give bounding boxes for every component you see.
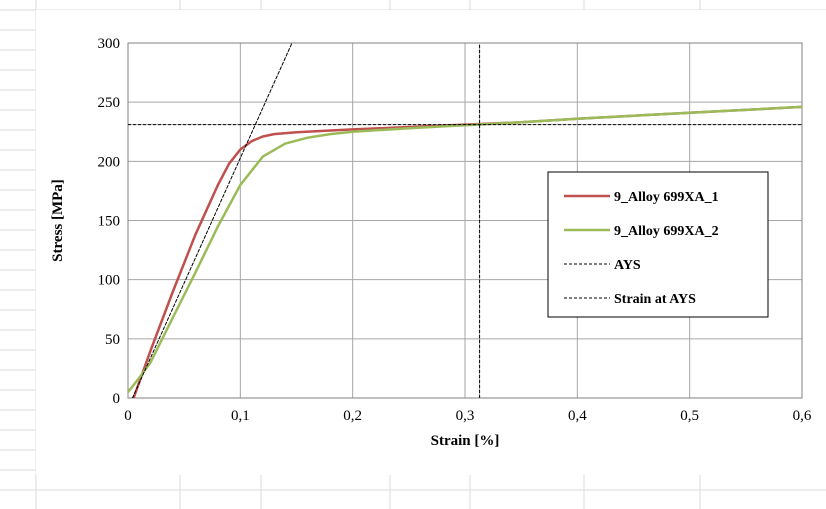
x-tick-label: 0,4 bbox=[568, 408, 587, 424]
x-axis-title: Strain [%] bbox=[431, 433, 500, 449]
x-tick-label: 0,3 bbox=[456, 408, 475, 424]
y-tick-labels: 0 50 100 150 200 250 300 bbox=[98, 36, 121, 407]
x-tick-label: 0,2 bbox=[343, 408, 362, 424]
stress-strain-chart: 0 0,1 0,2 0,3 0,4 0,5 0,6 0 50 100 150 200 250 300 S… bbox=[50, 36, 812, 449]
y-tick-label: 150 bbox=[98, 214, 121, 230]
x-tick-label: 0 bbox=[124, 408, 132, 424]
legend-label: AYS bbox=[614, 258, 641, 273]
y-tick-label: 100 bbox=[98, 273, 121, 289]
legend-label: 9_Alloy 699XA_1 bbox=[614, 190, 719, 205]
y-tick-label: 300 bbox=[98, 36, 121, 52]
x-tick-labels: 0 0,1 0,2 0,3 0,4 0,5 0,6 bbox=[124, 408, 812, 424]
y-tick-label: 250 bbox=[98, 95, 121, 111]
y-tick-label: 50 bbox=[105, 332, 120, 348]
y-tick-label: 200 bbox=[98, 154, 121, 170]
x-tick-label: 0,5 bbox=[680, 408, 699, 424]
series-line-9-alloy-699xa-2 bbox=[128, 105, 802, 394]
legend-label: Strain at AYS bbox=[614, 292, 696, 307]
series-line-elastic-line bbox=[132, 43, 293, 398]
legend-label: 9_Alloy 699XA_2 bbox=[614, 224, 719, 239]
y-axis-title: Stress [MPa] bbox=[50, 179, 66, 262]
y-tick-label: 0 bbox=[113, 391, 121, 407]
x-tick-label: 0,1 bbox=[231, 408, 250, 424]
chart-area[interactable]: 0 0,1 0,2 0,3 0,4 0,5 0,6 0 50 100 150 200 250 300 S… bbox=[36, 10, 826, 475]
plot-area-border bbox=[127, 42, 803, 399]
series-layer bbox=[128, 43, 802, 398]
legend: 9_Alloy 699XA_1 9_Alloy 699XA_2 AYS Strain … bbox=[547, 171, 769, 318]
x-tick-label: 0,6 bbox=[793, 408, 812, 424]
